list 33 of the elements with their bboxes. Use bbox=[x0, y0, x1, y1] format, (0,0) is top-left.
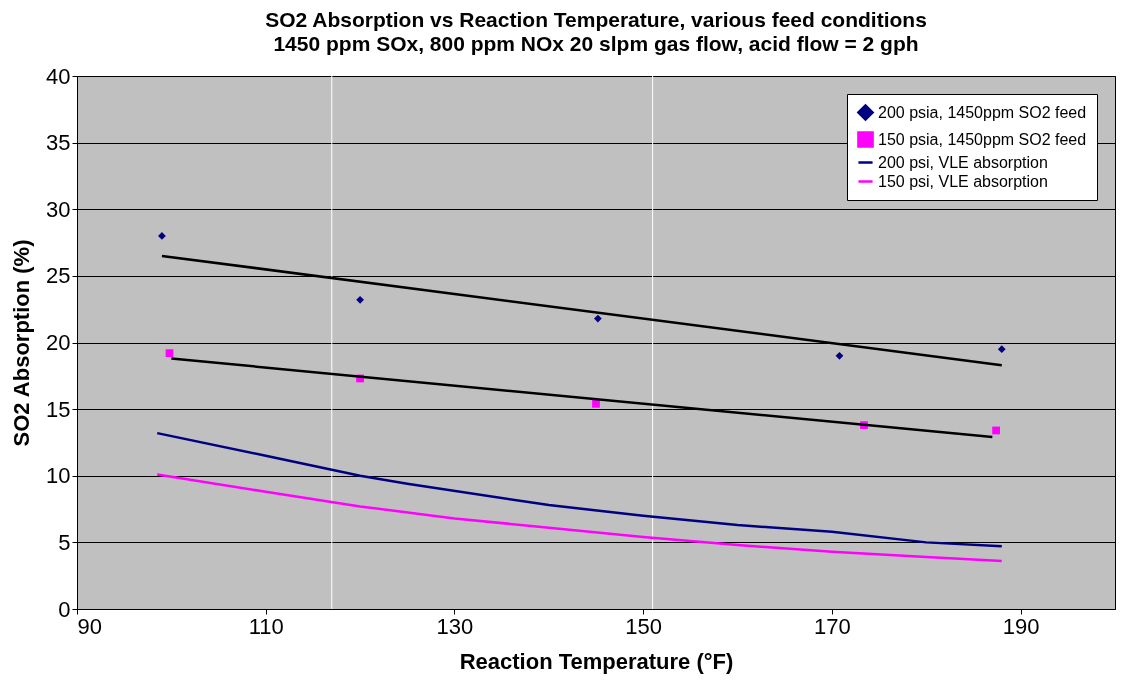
x-axis-title: Reaction Temperature (°F) bbox=[459, 648, 734, 674]
point bbox=[592, 399, 600, 408]
x-tick-label: 150 bbox=[625, 613, 663, 639]
line-series bbox=[155, 431, 1004, 548]
point bbox=[165, 349, 174, 358]
y-tick-label: 25 bbox=[46, 263, 71, 289]
legend-label: 200 psia, 1450ppm SO2 feed bbox=[878, 103, 1087, 121]
point bbox=[992, 426, 1000, 435]
legend-label: 150 psia, 1450ppm SO2 feed bbox=[878, 130, 1087, 148]
y-tick-label: 15 bbox=[46, 396, 71, 422]
x-tick-label: 90 bbox=[77, 613, 102, 639]
y-tick-label: 35 bbox=[46, 130, 71, 156]
point bbox=[158, 232, 166, 240]
point bbox=[594, 314, 602, 323]
y-tick-label: 30 bbox=[46, 196, 71, 222]
x-tick-label: 170 bbox=[814, 613, 851, 639]
point bbox=[997, 345, 1006, 354]
x-tick-label: 130 bbox=[436, 613, 474, 639]
y-tick-label: 5 bbox=[58, 529, 71, 555]
legend-label: 150 psi, VLE absorption bbox=[878, 172, 1048, 190]
x-tick-label: 190 bbox=[1002, 613, 1040, 639]
y-axis-title: SO2 Absorption (%) bbox=[9, 239, 35, 447]
line-series bbox=[155, 473, 1004, 563]
chart-subtitle: 1450 ppm SOx, 800 ppm NOx 20 slpm gas flow, acid flow = 2 gph bbox=[273, 32, 919, 55]
x-tick-label: 110 bbox=[248, 613, 284, 639]
point bbox=[835, 351, 844, 360]
y-tick-label: 10 bbox=[46, 463, 71, 489]
point bbox=[356, 295, 364, 304]
y-tick-label: 20 bbox=[46, 330, 71, 355]
y-tick-label: 40 bbox=[46, 63, 71, 89]
legend-label: 200 psi, VLE absorption bbox=[878, 153, 1048, 171]
chart-title: SO2 Absorption vs Reaction Temperature, various feed conditions bbox=[265, 8, 927, 31]
y-tick-label: 0 bbox=[58, 596, 71, 622]
